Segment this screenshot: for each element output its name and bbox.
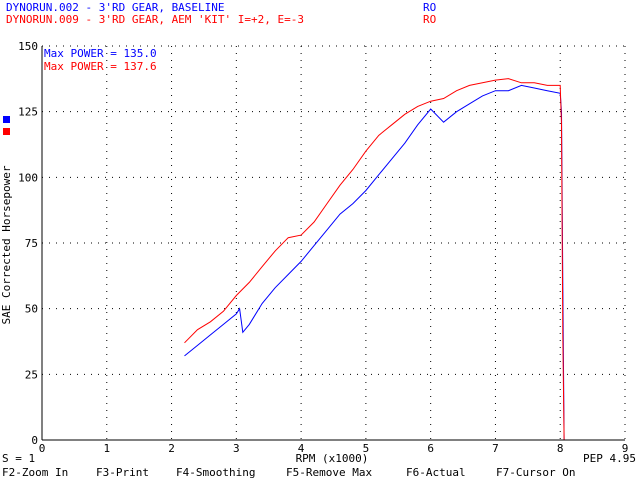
y-tick-label: 50 [25,303,38,316]
x-tick-label: 0 [39,442,46,455]
f6-actual-key[interactable]: F6-Actual [406,466,466,479]
run-marker-blue [3,116,10,123]
f7-cursor-on-key[interactable]: F7-Cursor On [496,466,575,479]
f4-smoothing-key[interactable]: F4-Smoothing [176,466,255,479]
y-axis-label: SAE Corrected Horsepower [0,165,13,324]
x-tick-label: 3 [233,442,240,455]
run-tag-1: RO [423,1,436,14]
series-lines [184,78,565,441]
x-axis-label: RPM (x1000) [296,452,369,465]
run-label-2: DYNORUN.009 - 3'RD GEAR, AEM 'KIT' I=+2,… [6,13,304,26]
y-tick-label: 75 [25,237,38,250]
y-tick-label: 150 [18,40,38,53]
x-tick-label: 4 [298,442,305,455]
pep-status: PEP 4.95 [583,452,636,465]
grid [42,45,626,440]
f3-print-key[interactable]: F3-Print [96,466,149,479]
y-tick-label: 125 [18,106,38,119]
x-tick-label: 7 [492,442,499,455]
x-tick-label: 9 [622,442,629,455]
max-power-red: Max POWER = 137.6 [44,60,157,73]
smoothing-status: S = 1 [2,452,35,465]
y-tick-label: 0 [31,434,38,447]
tick-labels: 0 1 2 3 4 5 6 7 8 9 0 25 50 75 100 125 150 [18,40,628,455]
series-line-1 [184,84,565,441]
x-tick-label: 8 [557,442,564,455]
x-tick-label: 6 [427,442,434,455]
x-tick-label: 5 [363,442,370,455]
x-tick-label: 1 [103,442,110,455]
run-tag-2: RO [423,13,436,26]
series-line-2 [184,78,565,441]
max-power-blue: Max POWER = 135.0 [44,47,157,60]
f5-remove-max-key[interactable]: F5-Remove Max [286,466,372,479]
x-tick-label: 2 [168,442,175,455]
run-marker-red [3,128,10,135]
y-tick-label: 25 [25,368,38,381]
f2-zoom-in-key[interactable]: F2-Zoom In [2,466,68,479]
y-tick-label: 100 [18,171,38,184]
run-label-1: DYNORUN.002 - 3'RD GEAR, BASELINE [6,1,225,14]
